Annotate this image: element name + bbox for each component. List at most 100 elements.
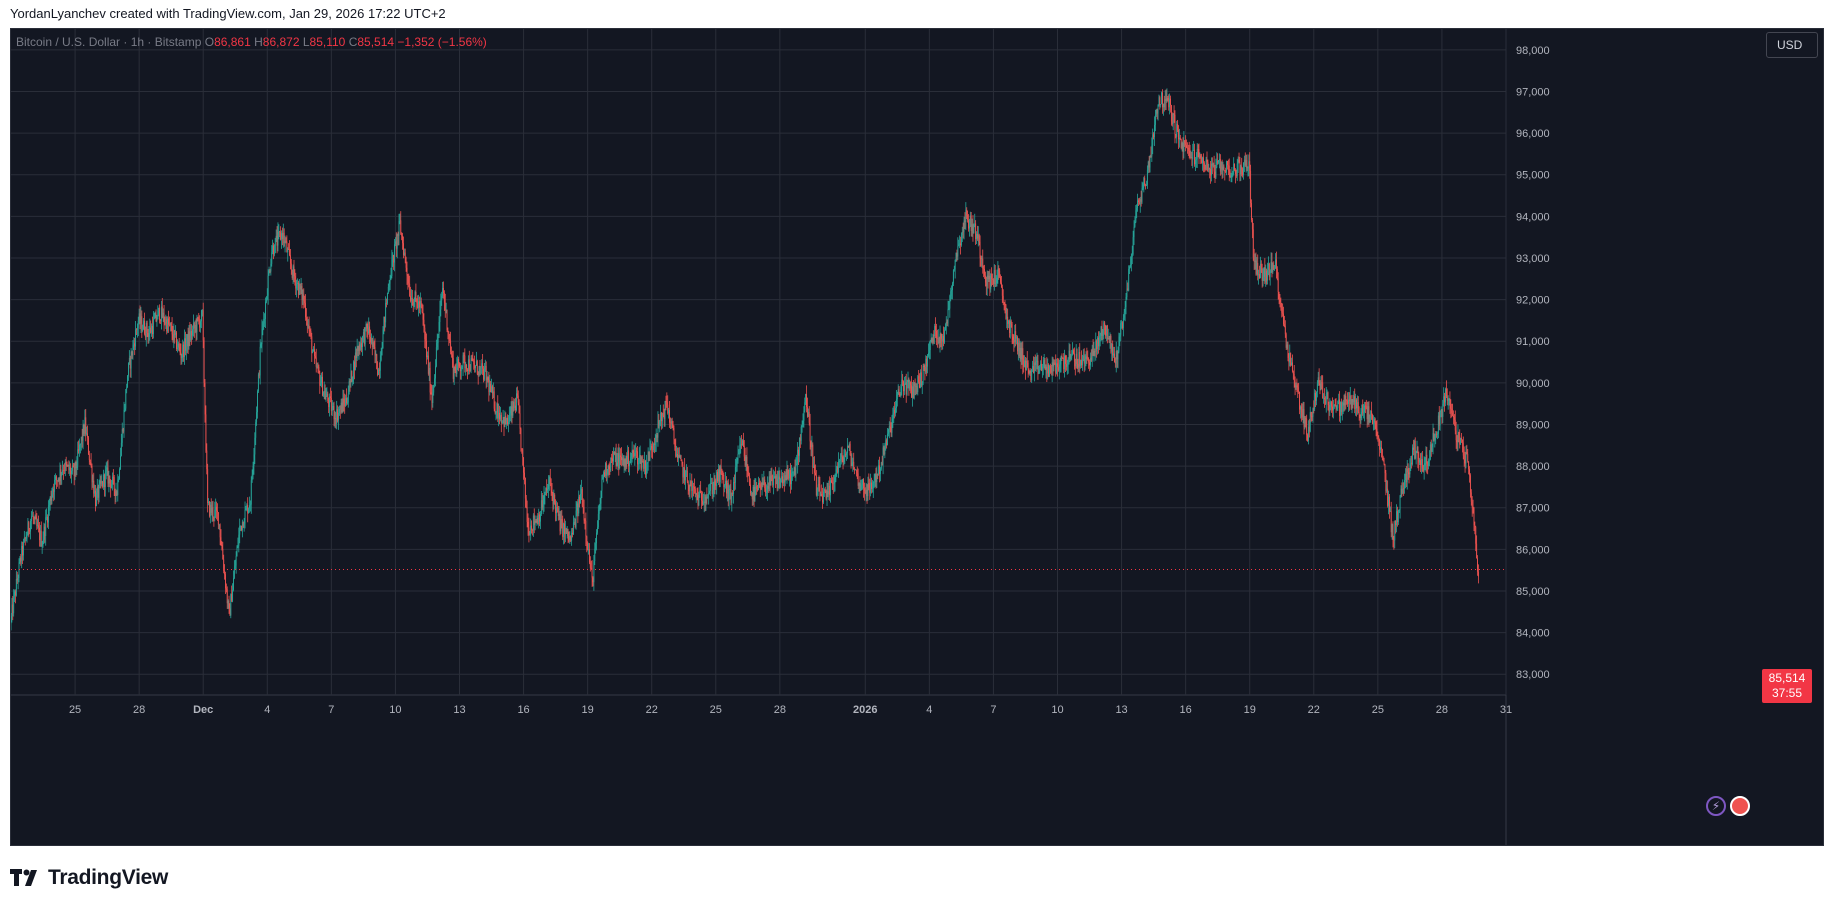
candle-body [707, 495, 709, 498]
candle-body [348, 381, 350, 395]
candle-body [894, 409, 896, 414]
candle-body [717, 471, 719, 482]
candle-body [920, 372, 922, 386]
candle-body [1178, 130, 1179, 140]
candle-body [1443, 396, 1445, 404]
candle-body [1383, 460, 1385, 465]
candle-body [165, 319, 167, 324]
candle-body [190, 331, 192, 340]
candle-body [938, 338, 940, 344]
candle-body [1273, 264, 1275, 270]
candle-body [1365, 405, 1367, 409]
candle-body [1090, 357, 1092, 361]
candle-body [657, 420, 659, 438]
candle-body [1210, 163, 1212, 176]
candlestick-chart[interactable]: 83,00084,00085,00086,00087,00088,00089,0… [11, 29, 1823, 845]
candle-body [1290, 352, 1292, 366]
candle-body [607, 465, 609, 475]
candle-body [117, 479, 119, 496]
candle-body [1220, 161, 1222, 172]
candle-body [1178, 137, 1180, 140]
candle-body [911, 386, 913, 398]
candle-body [461, 366, 463, 370]
candle-body [831, 482, 833, 484]
candle-body [114, 488, 116, 496]
candle-body [795, 464, 797, 475]
candle-body [1106, 325, 1108, 340]
candle-body [1239, 162, 1241, 175]
candle-body [741, 444, 743, 446]
candle-body [661, 413, 663, 422]
candle-body [1272, 264, 1274, 272]
candle-body [778, 476, 780, 480]
candle-body [1423, 465, 1425, 472]
symbol-label[interactable]: Bitcoin / U.S. Dollar · 1h · Bitstamp [16, 35, 202, 49]
us-flag-icon[interactable] [1730, 796, 1750, 816]
candle-body [459, 366, 461, 372]
candle-body [378, 369, 380, 371]
candle-body [1394, 520, 1396, 541]
candle-body [861, 484, 863, 486]
candle-body [503, 416, 505, 428]
candle-body [245, 508, 247, 510]
candle-body [649, 448, 651, 461]
candle-body [668, 410, 670, 414]
candle-body [1313, 408, 1315, 409]
candle-body [13, 596, 15, 614]
candle-body [580, 493, 581, 504]
candle-body [1389, 511, 1391, 512]
candle-body [1384, 464, 1386, 474]
candle-body [391, 259, 393, 276]
candle-body [701, 500, 703, 505]
candle-body [887, 433, 888, 446]
candle-body [964, 220, 966, 222]
candle-body [851, 462, 853, 467]
candle-body [568, 536, 570, 541]
candle-body [1286, 344, 1288, 348]
candle-body [869, 487, 871, 493]
candle-body [1187, 147, 1189, 149]
candle-body [360, 343, 362, 350]
candle-body [1142, 184, 1144, 189]
candle-body [1344, 395, 1346, 406]
x-tick-label: 28 [133, 704, 145, 716]
candle-body [1211, 163, 1213, 166]
candle-body [229, 608, 231, 616]
candle-body [721, 474, 723, 475]
candle-body [15, 578, 17, 596]
candle-body [164, 322, 166, 324]
candle-body [886, 440, 888, 446]
candle-body [1471, 501, 1473, 508]
candle-body [1127, 288, 1129, 291]
candle-body [774, 476, 776, 479]
candle-body [1285, 334, 1287, 348]
candle-body [623, 459, 625, 466]
candle-body [469, 370, 471, 372]
candle-body [28, 522, 30, 531]
candle-body [1265, 270, 1267, 283]
candle-body [1022, 348, 1024, 365]
candle-body [716, 471, 718, 487]
candle-body [791, 472, 793, 474]
candle-body [617, 453, 619, 463]
candle-body [63, 470, 64, 471]
candle-body [536, 517, 538, 523]
candle-body [327, 393, 329, 401]
candle-body [378, 369, 379, 375]
chart-area[interactable]: 83,000 84,000 85,000 86,000 87,000 88,000 89,0… [10, 28, 1824, 846]
candle-body [403, 252, 405, 255]
candle-body [615, 452, 617, 466]
candle-body [910, 381, 912, 386]
x-tick-label: 31 [1500, 704, 1512, 716]
candle-body [1446, 396, 1448, 401]
candle-body [952, 283, 953, 291]
lightning-icon[interactable]: ⚡ [1706, 796, 1726, 816]
candle-body [1465, 452, 1467, 464]
candle-body [627, 450, 629, 464]
candle-body [1263, 267, 1265, 277]
candle-body [864, 491, 866, 494]
candle-body [196, 317, 198, 333]
currency-button[interactable]: USD [1766, 32, 1818, 58]
last-price-tag: 85,514 37:55 [1762, 669, 1812, 703]
candle-body [521, 448, 523, 450]
